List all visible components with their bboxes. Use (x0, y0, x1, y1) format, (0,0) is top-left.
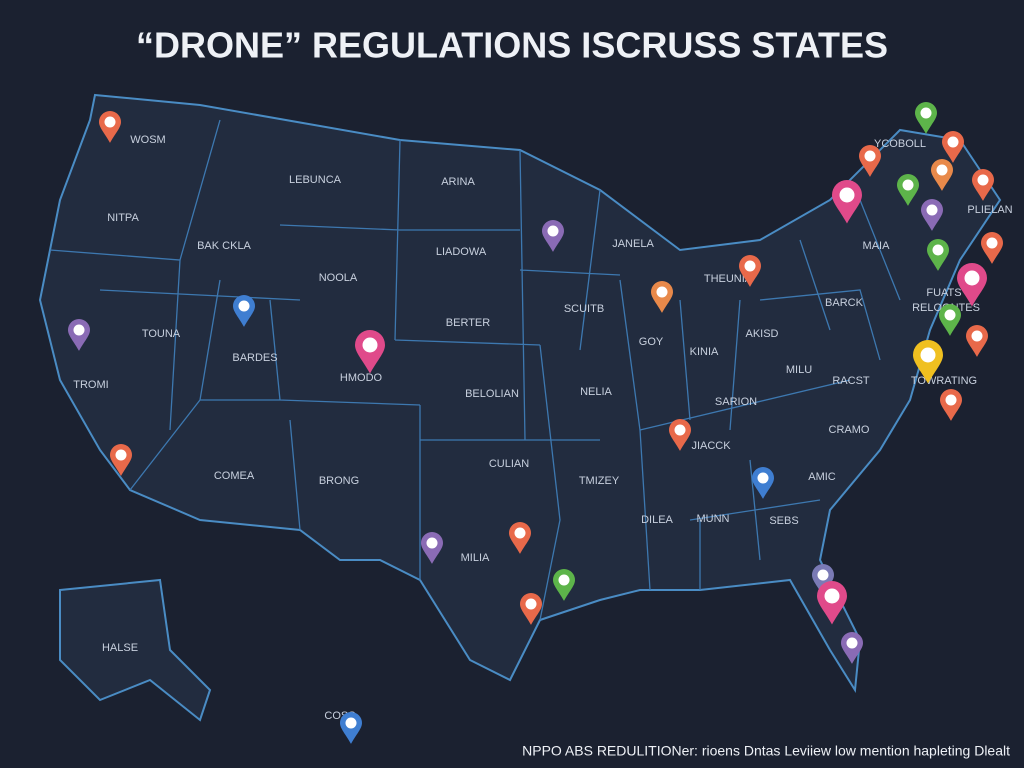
state-label: THEUNIA (704, 273, 753, 285)
state-label: PLIELAN (967, 204, 1012, 216)
title: “DRONE” REGULATIONS ISCRUSS STATES (136, 25, 888, 66)
state-label: WOSM (130, 134, 165, 146)
state-label: NITPA (107, 212, 139, 224)
pin-dot (971, 330, 983, 342)
state-label: SCUITB (564, 303, 604, 315)
pin-dot (674, 424, 686, 436)
pin-dot (839, 187, 855, 203)
pin-dot (936, 164, 948, 176)
state-label: TOUNA (142, 328, 181, 340)
state-label: KINIA (690, 346, 719, 358)
pin-dot (238, 300, 250, 312)
pin-dot (104, 116, 116, 128)
state-label: BAK CKLA (197, 240, 251, 252)
pin-dot (944, 309, 956, 321)
state-label: AKISD (745, 328, 778, 340)
state-label: BRONG (319, 475, 359, 487)
pin-dot (920, 347, 936, 363)
state-label: DILEA (641, 514, 673, 526)
state-label: BERTER (446, 317, 490, 329)
state-label: AMIC (808, 471, 836, 483)
pin-dot (362, 337, 378, 353)
state-label: NELIA (580, 386, 612, 398)
pin-dot (656, 286, 668, 298)
state-label: TOWRATING (911, 375, 977, 387)
state-label: RACST (832, 375, 870, 387)
state-label: HALSE (102, 642, 138, 654)
pin-dot (547, 225, 559, 237)
state-label: LIADOWA (436, 246, 487, 258)
us-map (38, 93, 1002, 722)
state-label: BARDES (232, 352, 277, 364)
pin-dot (744, 260, 756, 272)
pin-dot (426, 537, 438, 549)
pin-dot (945, 394, 957, 406)
pin-dot (964, 270, 980, 286)
pin-dot (926, 204, 938, 216)
state-label: BARCK (825, 297, 864, 309)
state-label: GOY (639, 336, 664, 348)
pin-dot (986, 237, 998, 249)
pin-dot (920, 107, 932, 119)
state-label: CRAMO (829, 424, 870, 436)
us-outline (38, 93, 1002, 694)
state-label: JANELA (612, 238, 654, 250)
state-label: SARION (715, 396, 757, 408)
pin-dot (932, 244, 944, 256)
pin-dot (846, 637, 858, 649)
pin-dot (115, 449, 127, 461)
pin-dot (558, 574, 570, 586)
pins (67, 102, 1003, 744)
state-label: HMODO (340, 372, 383, 384)
state-labels: WOSM LEBUNCA ARINA NITPA BAK CKLA LIADOWA NOOL… (73, 134, 1012, 722)
state-label: TROMI (73, 379, 108, 391)
state-label: TMIZEY (579, 475, 620, 487)
pin-dot (345, 717, 357, 729)
pin-dot (977, 174, 989, 186)
pin-dot (514, 527, 526, 539)
state-label: FUATS (926, 287, 961, 299)
footer: NPPO ABS REDULITIONer: rioens Dntas Levi… (522, 743, 1010, 759)
alaska (59, 578, 212, 722)
state-label: MAIA (863, 240, 891, 252)
state-label: ARINA (441, 176, 475, 188)
state-label: MILIA (461, 552, 490, 564)
state-label: MILU (786, 364, 812, 376)
pin-dot (73, 324, 85, 336)
pin-dot (817, 569, 829, 581)
state-label: YCOBOLL (874, 138, 926, 150)
state-label: MUNN (697, 513, 730, 525)
pin-dot (947, 136, 959, 148)
state-label: NOOLA (319, 272, 358, 284)
pin-dot (824, 588, 840, 604)
state-label: BELOLIAN (465, 388, 519, 400)
state-label: LEBUNCA (289, 174, 342, 186)
state-label: SEBS (769, 515, 798, 527)
pin-dot (757, 472, 769, 484)
pin-dot (864, 150, 876, 162)
state-label: CULIAN (489, 458, 529, 470)
state-label: JIACCK (691, 440, 731, 452)
pin-dot (525, 598, 537, 610)
state-label: COMEA (214, 470, 255, 482)
state-borders (49, 119, 901, 621)
pin-dot (902, 179, 914, 191)
